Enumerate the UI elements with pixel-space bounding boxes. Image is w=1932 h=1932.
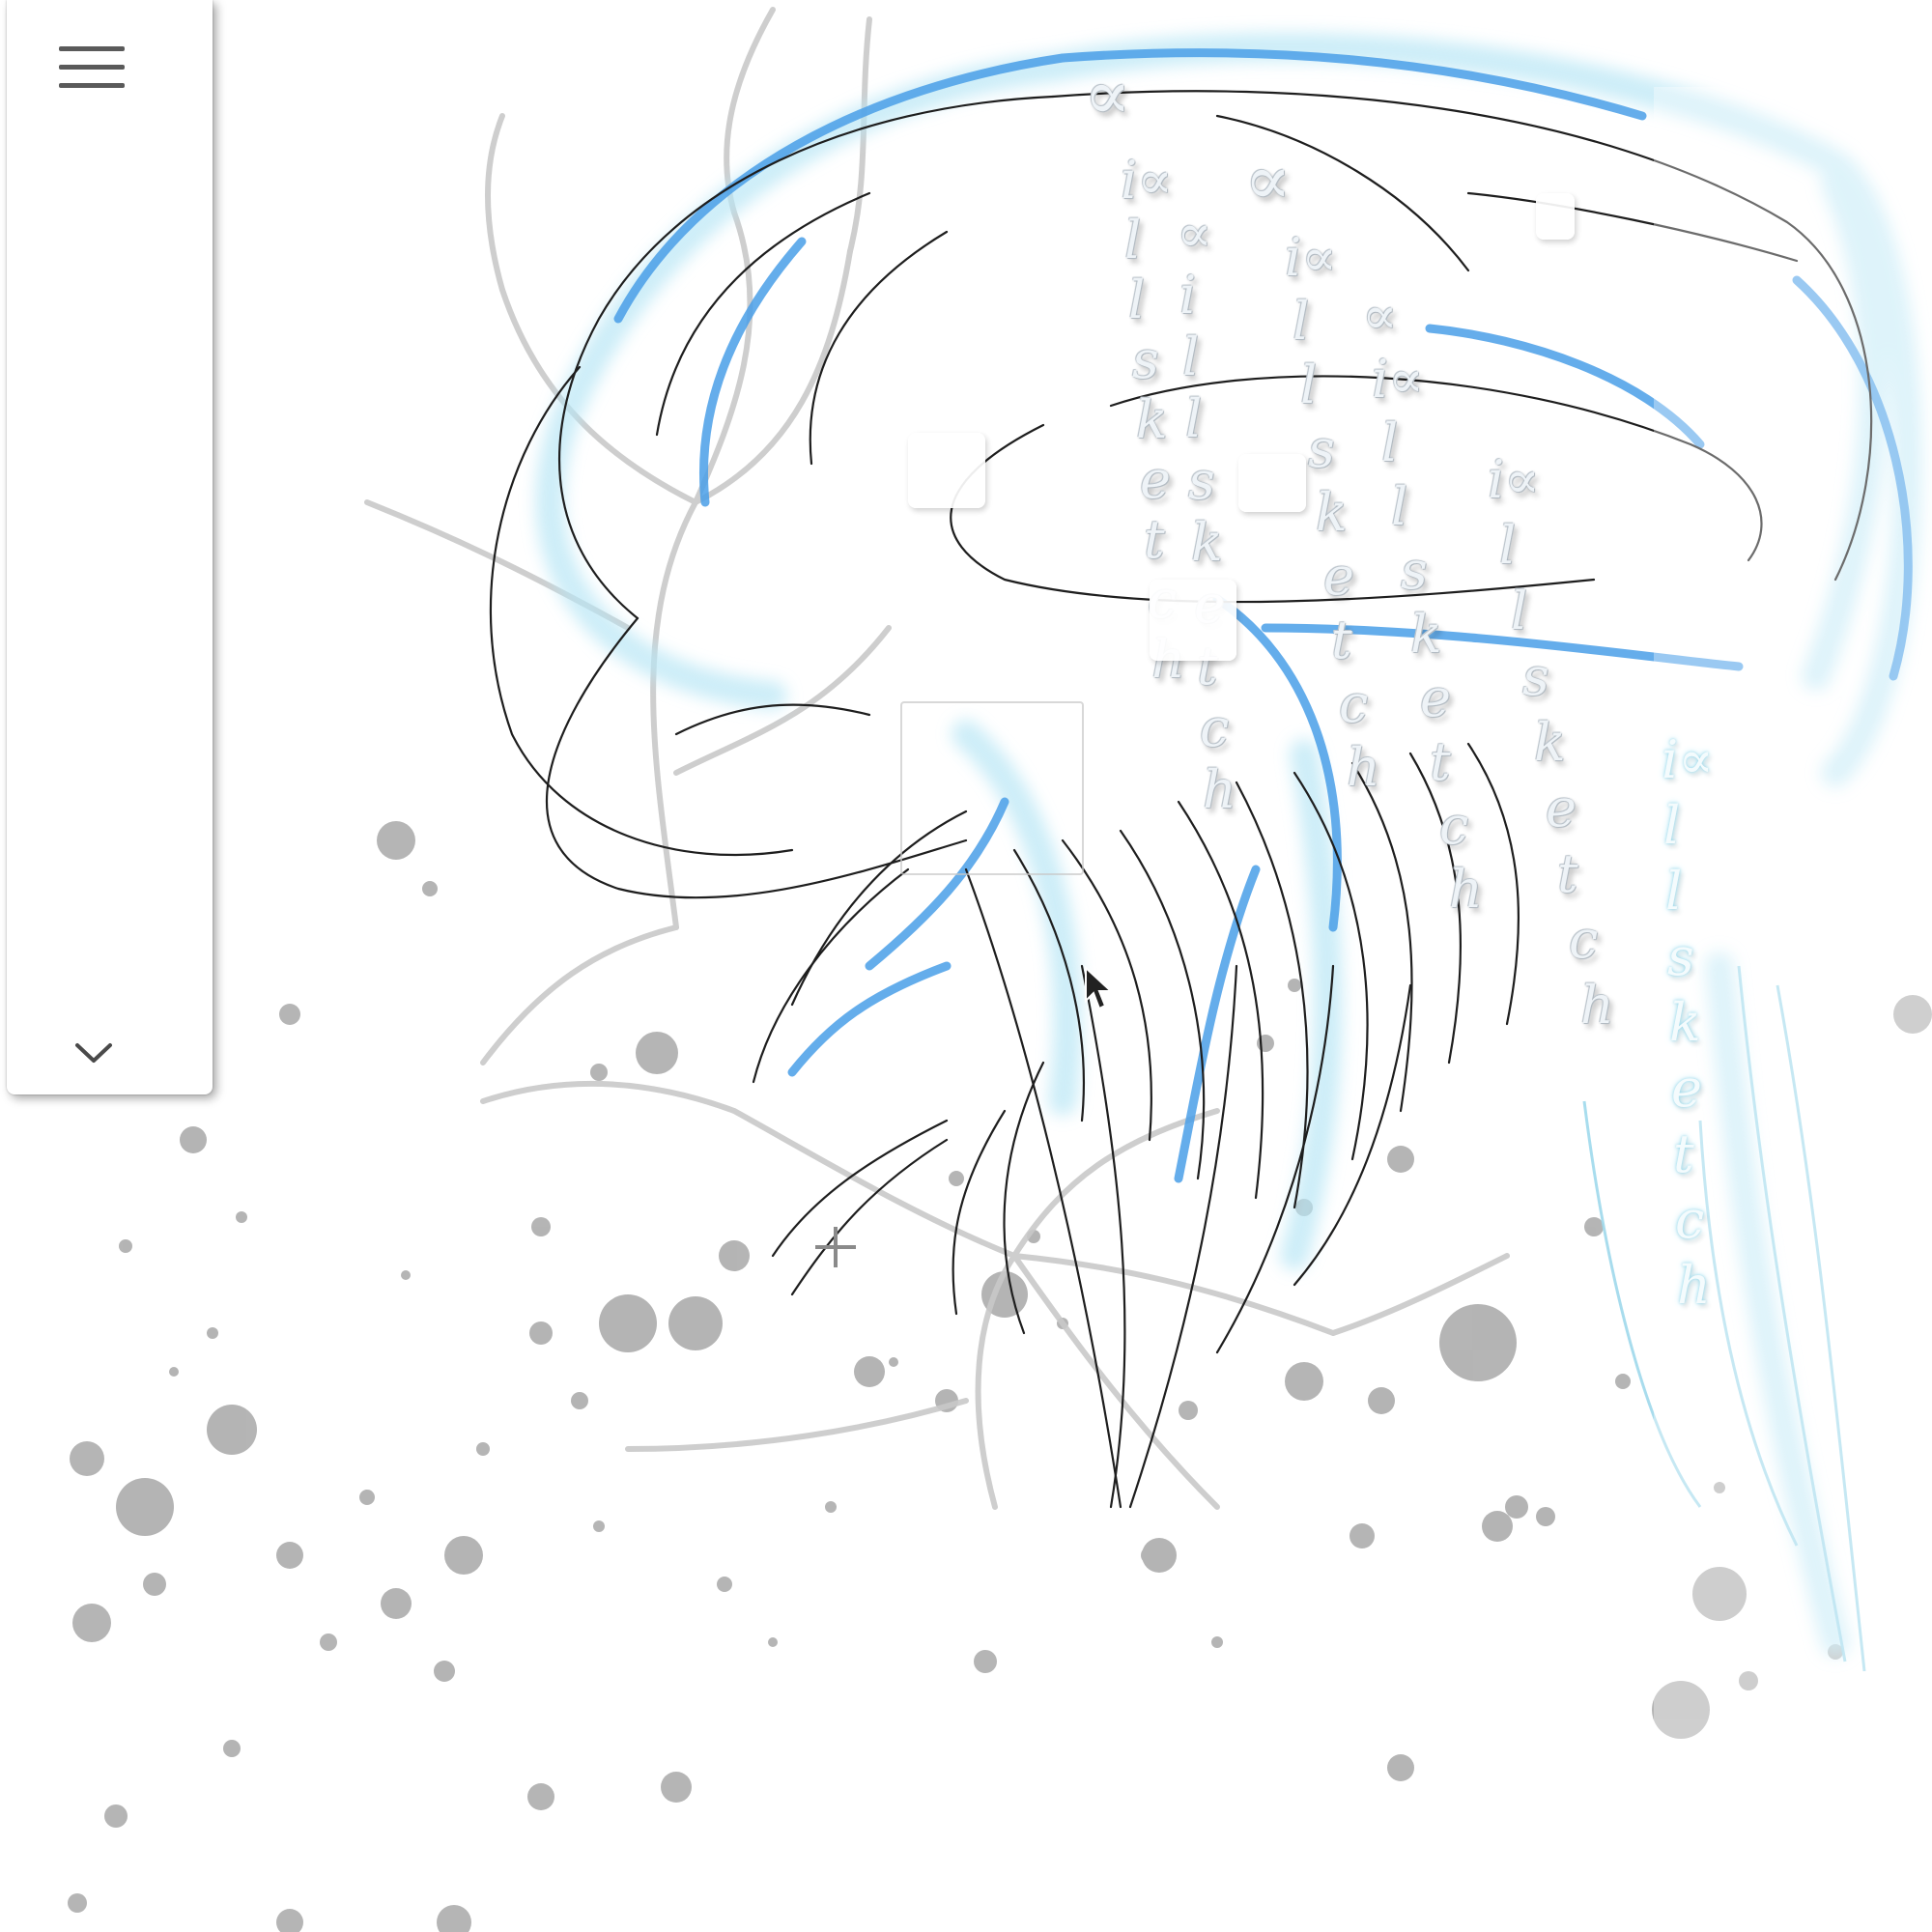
glyph-letter: k [1410, 604, 1442, 665]
ink-splatter-layer [68, 821, 1932, 1932]
glyph-letter: s [1522, 646, 1549, 707]
glyph-letter: k [1136, 389, 1168, 450]
glyph-letter: h [1347, 737, 1380, 798]
glyph-letter: i∝ [1285, 227, 1337, 288]
glyph-letter: s [1667, 926, 1694, 987]
glyph-letter: t [1673, 1123, 1694, 1184]
glyph-letter: h [1580, 975, 1614, 1036]
crosshair-icon [815, 1227, 856, 1267]
jellyfish-line-art [489, 90, 1873, 1509]
glyph-letter: l [1293, 291, 1310, 352]
glyph-letter: c [1200, 697, 1230, 758]
glyph-letter: t [1331, 610, 1352, 670]
glyph-letter: s [1401, 540, 1428, 601]
glyph-letter: e [1546, 778, 1577, 838]
glyph-letter: i∝ [1488, 449, 1540, 510]
glyph-letter: l [1128, 270, 1146, 330]
glyph-letter: h [1677, 1255, 1711, 1316]
glyph-letter: i∝ [1372, 349, 1424, 410]
glyph-letter: k [1316, 482, 1348, 543]
glyph-letter: e [1323, 546, 1354, 607]
glyph-letter: l [1300, 355, 1318, 415]
cyan-tentacles [1582, 965, 1866, 1672]
glyph-letter: i∝ [1662, 729, 1714, 790]
ghost-shape [1536, 193, 1575, 240]
hamburger-menu-icon[interactable] [53, 41, 130, 95]
chevron-down-icon[interactable] [70, 1034, 118, 1072]
glyph-letter: l [1663, 795, 1681, 856]
glyph-letter: k [1669, 992, 1701, 1053]
coral-sketch-layer [364, 7, 1510, 1510]
glyph-letter: h [1203, 759, 1236, 820]
glyph-letter: l [1182, 327, 1200, 387]
glyph-symbol: ∝ [1244, 139, 1292, 220]
glyph-letter: i [1179, 265, 1197, 326]
layer-overlay [1654, 87, 1932, 1932]
glyph-letter: s [1188, 450, 1215, 511]
glyph-letter: c [1339, 673, 1369, 734]
selection-outline [900, 701, 1084, 875]
glyph-letter: l [1391, 476, 1408, 537]
glyph-letter: h [1449, 859, 1483, 920]
glyph-letter: t [1144, 509, 1165, 570]
ghost-shape [1238, 454, 1306, 512]
ghost-shape [908, 433, 985, 508]
glyph-letter: ∝ [1177, 203, 1212, 264]
glyph-letter: s [1308, 418, 1335, 479]
glyph-letter: k [1534, 712, 1566, 773]
glyph-letter: t [1557, 843, 1578, 904]
glyph-symbol: ∝ [1084, 54, 1131, 135]
glyph-letter: e [1420, 668, 1451, 728]
glyph-letter: l [1499, 515, 1517, 576]
glyph-letter: l [1185, 388, 1203, 449]
mouse-pointer-icon [1085, 966, 1114, 1010]
glyph-letter: l [1665, 861, 1683, 922]
glyph-letter: t [1430, 731, 1451, 792]
tool-panel [7, 0, 213, 1094]
glyph-letter: l [1124, 210, 1142, 270]
glyph-letter: i∝ [1121, 150, 1173, 211]
ghost-shape [1150, 580, 1236, 661]
glyph-letter: e [1671, 1058, 1702, 1119]
glyph-letter: s [1132, 329, 1159, 390]
glyph-letter: c [1569, 909, 1599, 970]
glyph-letter: k [1191, 512, 1223, 573]
glyph-letter: c [1675, 1189, 1705, 1250]
glyph-letter: l [1381, 412, 1399, 473]
glyph-letter: e [1140, 449, 1171, 510]
glyph-letter: ∝ [1362, 285, 1398, 346]
glyph-letter: c [1439, 795, 1469, 856]
glyph-letter: l [1511, 581, 1528, 641]
